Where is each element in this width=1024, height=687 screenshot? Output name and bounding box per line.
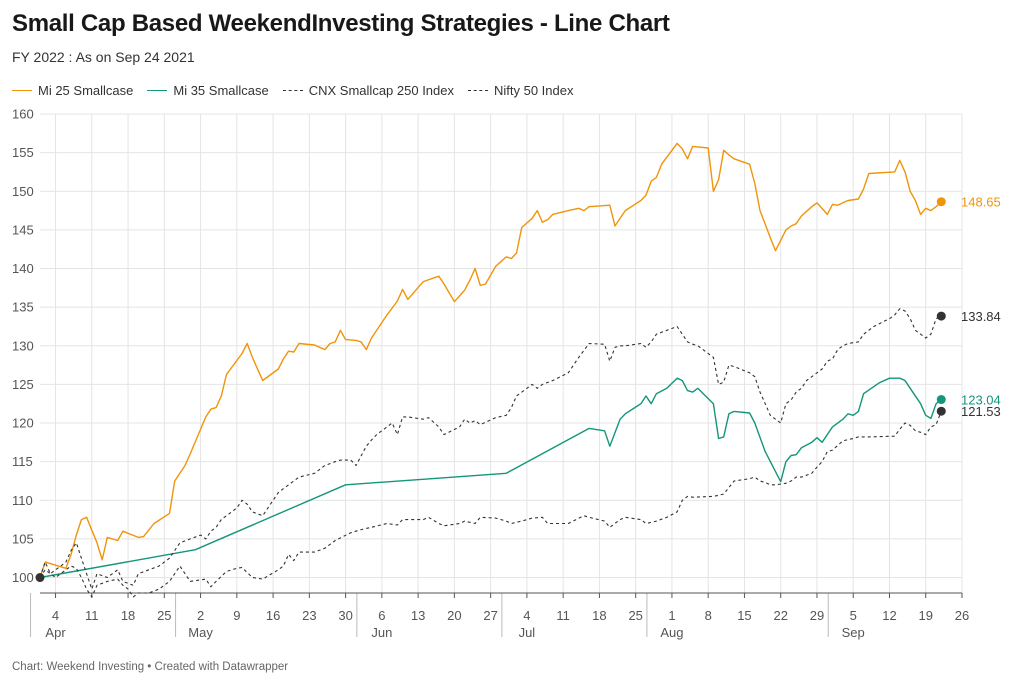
end-marker-0	[936, 197, 946, 207]
legend-label-cnx-smallcap: CNX Smallcap 250 Index	[308, 83, 454, 98]
legend-swatch-mi25	[12, 90, 32, 91]
series-line-3	[39, 411, 942, 598]
x-tick-label: 15	[737, 608, 751, 623]
series-line-2	[39, 308, 942, 590]
y-tick-label: 105	[12, 531, 34, 546]
x-tick-label: 26	[955, 608, 969, 623]
legend-swatch-mi35	[147, 90, 168, 91]
x-tick-label: 12	[882, 608, 896, 623]
y-tick-label: 125	[12, 377, 34, 392]
x-tick-label: 27	[483, 608, 497, 623]
legend-label-mi25: Mi 25 Smallcase	[38, 83, 134, 98]
x-tick-label: 19	[919, 608, 933, 623]
x-tick-label: 11	[556, 608, 570, 623]
x-tick-label: 5	[850, 608, 857, 623]
y-axis: 100 105 110 115 120 125 130 135 140 145 150 155 160	[12, 107, 34, 586]
x-month-label: Jul	[519, 625, 536, 640]
legend-swatch-cnx-smallcap	[282, 90, 303, 91]
start-marker	[35, 573, 45, 583]
x-tick-label: 16	[266, 608, 280, 623]
end-marker-2	[936, 311, 946, 321]
y-tick-label: 110	[12, 493, 33, 508]
x-tick-label: 25	[157, 608, 171, 623]
y-tick-label: 115	[12, 454, 33, 469]
x-tick-label: 11	[85, 608, 99, 623]
y-tick-label: 130	[12, 338, 34, 353]
chart-title: Small Cap Based WeekendInvesting Strateg…	[12, 10, 670, 37]
y-tick-label: 150	[12, 184, 34, 199]
x-tick-label: 6	[378, 608, 385, 623]
x-month-label: Sep	[842, 625, 865, 640]
y-tick-label: 155	[12, 145, 34, 160]
end-label-3: 121.53	[961, 404, 1001, 419]
x-tick-label: 4	[52, 608, 59, 623]
legend-item-mi25: Mi 25 Smallcase	[12, 83, 133, 98]
x-tick-label: 2	[197, 608, 204, 623]
legend-label-mi35: Mi 35 Smallcase	[173, 83, 269, 98]
x-tick-label: 18	[592, 608, 606, 623]
x-month-label: May	[188, 625, 213, 640]
x-month-label: Aug	[660, 625, 683, 640]
legend-swatch-nifty50	[468, 90, 488, 91]
chart-subtitle: FY 2022 : As on Sep 24 2021	[12, 49, 195, 65]
y-tick-label: 135	[12, 300, 34, 315]
series-lines	[39, 142, 942, 598]
x-tick-label: 30	[338, 608, 352, 623]
legend-item-cnx-smallcap: CNX Smallcap 250 Index	[282, 83, 454, 98]
series-line-0	[39, 142, 942, 578]
end-label-0: 148.65	[961, 195, 1001, 210]
chart-legend: Mi 25 Smallcase Mi 35 Smallcase CNX Smal…	[12, 83, 574, 98]
x-tick-label: 4	[523, 608, 530, 623]
x-tick-label: 1	[668, 608, 675, 623]
y-tick-label: 120	[12, 416, 34, 431]
x-tick-label: 8	[705, 608, 712, 623]
legend-label-nifty50: Nifty 50 Index	[494, 83, 574, 98]
y-tick-label: 100	[12, 570, 34, 585]
x-tick-label: 9	[233, 608, 240, 623]
end-label-2: 133.84	[961, 309, 1001, 324]
y-tick-label: 140	[12, 261, 34, 276]
x-tick-label: 25	[628, 608, 642, 623]
x-tick-label: 29	[810, 608, 824, 623]
end-marker-3	[936, 406, 946, 416]
x-tick-label: 18	[121, 608, 135, 623]
chart-footer: Chart: Weekend Investing • Created with …	[12, 661, 289, 673]
x-tick-label: 23	[302, 608, 316, 623]
x-month-label: Apr	[45, 625, 66, 640]
y-tick-label: 145	[12, 222, 34, 237]
grid-lines	[40, 113, 963, 593]
x-tick-label: 22	[773, 608, 787, 623]
end-marker-1	[936, 395, 946, 405]
series-line-1	[39, 377, 942, 579]
x-tick-label: 13	[411, 608, 425, 623]
x-month-label: Jun	[371, 625, 392, 640]
x-tick-label: 20	[447, 608, 461, 623]
end-markers: 148.65 123.04 133.84 121.53	[35, 195, 1001, 583]
legend-item-nifty50: Nifty 50 Index	[468, 83, 574, 98]
legend-item-mi35: Mi 35 Smallcase	[147, 83, 269, 98]
end-label-1: 123.04	[961, 393, 1001, 408]
y-tick-label: 160	[12, 107, 34, 122]
